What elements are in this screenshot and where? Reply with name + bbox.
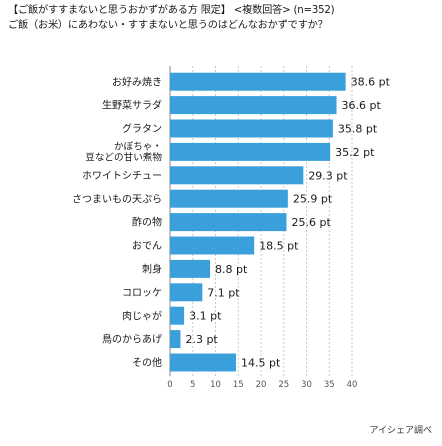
- bar: [170, 306, 185, 325]
- value-label: 35.2 pt: [335, 146, 375, 159]
- bar: [170, 119, 333, 138]
- title-line-1: 【ご飯がすすまないと思うおかずがある方 限定】 <複数回答> (n=352): [8, 5, 335, 16]
- value-label: 7.1 pt: [207, 286, 240, 299]
- category-label: 鳥のからあげ: [102, 333, 162, 346]
- category-label: 酢の物: [132, 216, 162, 229]
- bar: [170, 72, 346, 91]
- bar: [170, 283, 203, 302]
- value-label: 25.6 pt: [291, 216, 331, 229]
- category-label: さつまいもの天ぷら: [72, 193, 162, 205]
- value-label: 36.6 pt: [342, 99, 382, 112]
- category-label: お好み焼き: [112, 76, 162, 88]
- value-label: 25.9 pt: [293, 193, 333, 206]
- source-note: アイシェア調べ: [369, 426, 432, 436]
- value-label: 18.5 pt: [259, 240, 299, 253]
- x-tick-label: 20: [256, 380, 267, 390]
- value-label: 14.5 pt: [241, 357, 281, 370]
- value-label: 2.3 pt: [185, 333, 218, 346]
- bar: [170, 189, 288, 208]
- category-label: おでん: [132, 240, 162, 252]
- title-line-2: ご飯（お米）にあわない・すすまないと思うのはどんなおかずですか？: [8, 20, 328, 31]
- bar: [170, 236, 255, 255]
- category-label: 生野菜サラダ: [102, 99, 162, 112]
- bar: [170, 330, 181, 349]
- bar: [170, 353, 236, 372]
- value-label: 35.8 pt: [338, 123, 378, 136]
- x-tick-label: 35: [324, 380, 335, 390]
- x-tick-label: 25: [278, 380, 289, 390]
- category-label-line: 豆などの甘い煮物: [85, 151, 162, 163]
- category-label: コロッケ: [122, 287, 162, 299]
- category-label: ホワイトシチュー: [82, 170, 162, 182]
- value-label: 3.1 pt: [189, 310, 222, 323]
- x-tick-label: 40: [347, 380, 358, 390]
- bar: [170, 259, 211, 278]
- bar: [170, 213, 287, 232]
- x-tick-label: 10: [210, 380, 221, 390]
- bar: [170, 142, 331, 161]
- category-label: 肉じゃが: [122, 309, 162, 322]
- x-tick-label: 30: [301, 380, 312, 390]
- category-label: その他: [132, 356, 162, 369]
- value-label: 8.8 pt: [215, 263, 248, 276]
- value-label: 29.3 pt: [308, 169, 348, 182]
- value-label: 38.6 pt: [351, 76, 391, 89]
- x-tick-label: 15: [233, 380, 244, 390]
- category-label: 刺身: [142, 263, 162, 276]
- category-label-line: かぼちゃ・: [114, 141, 162, 152]
- x-tick-label: 0: [167, 380, 172, 390]
- bar: [170, 166, 304, 185]
- category-label: かぼちゃ・豆などの甘い煮物: [85, 141, 162, 163]
- category-label: グラタン: [122, 122, 162, 135]
- chart-title: 【ご飯がすすまないと思うおかずがある方 限定】 <複数回答> (n=352) ご…: [8, 3, 438, 33]
- bar: [170, 96, 337, 115]
- x-tick-label: 5: [190, 380, 195, 390]
